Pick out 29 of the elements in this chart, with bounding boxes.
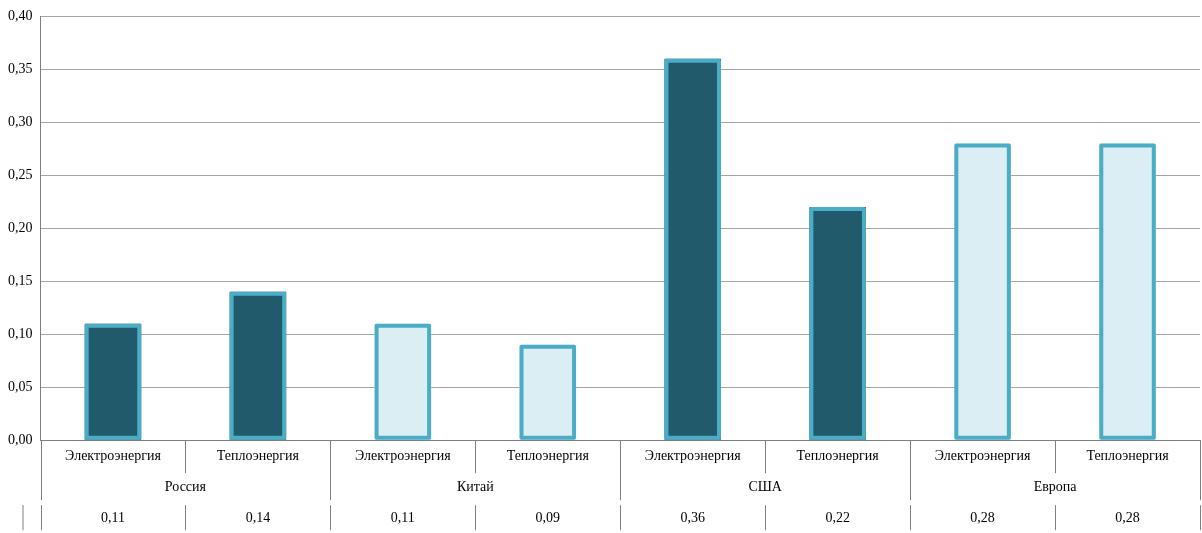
x-tick-label: Теплоэнергия: [1086, 448, 1170, 464]
y-tick-label: 0,10: [8, 325, 33, 341]
data-label: 0,11: [390, 509, 415, 525]
data-label: 0,09: [535, 509, 561, 525]
x-tick-label: Электроэнергия: [934, 448, 1032, 464]
y-tick-label: 0,25: [8, 167, 33, 182]
x-tick-label: Теплоэнергия: [216, 448, 300, 464]
data-label: 0,11: [100, 509, 125, 525]
data-label: 0,14: [245, 509, 271, 525]
text: США: [748, 478, 783, 494]
y-tick-label: 0,05: [8, 378, 33, 394]
x-tick-label: Теплоэнергия: [796, 448, 880, 464]
y-tick-label: 0,40: [8, 8, 33, 24]
data-label: 0,36: [680, 509, 705, 525]
text: Китай: [456, 478, 495, 494]
y-tick-label: 0,15: [8, 272, 33, 288]
x-tick-label: Электроэнергия: [354, 448, 452, 464]
data-label: 0,28: [1115, 509, 1140, 525]
x-tick-label: Электроэнергия: [644, 448, 742, 464]
y-tick-label: 0,00: [8, 431, 33, 447]
text: Европа: [1033, 478, 1078, 494]
data-label: 0,28: [970, 509, 995, 525]
y-tick-label: 0,30: [8, 114, 33, 130]
x-tick-label: Теплоэнергия: [506, 448, 590, 464]
data-label: 0,22: [825, 509, 850, 525]
x-tick-label: Электроэнергия: [65, 448, 162, 464]
y-tick-label: 0,35: [8, 61, 33, 77]
y-tick-label: 0,20: [8, 219, 33, 235]
text: Россия: [164, 478, 207, 494]
